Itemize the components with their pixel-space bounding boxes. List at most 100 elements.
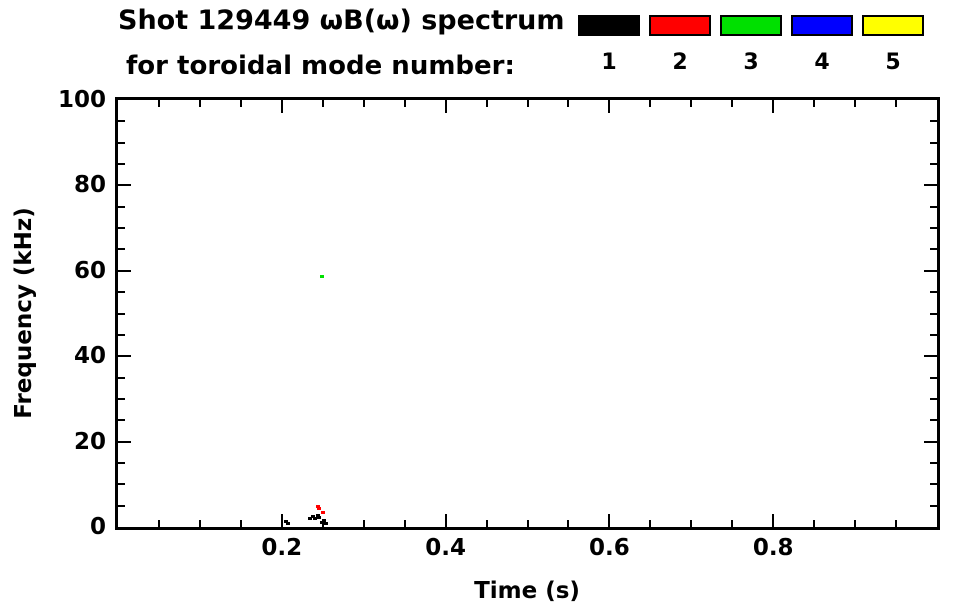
x-tick-mark — [321, 100, 324, 107]
legend-item-mode-2: 2 — [649, 15, 711, 75]
x-tick-mark — [362, 520, 365, 527]
plot-area — [115, 97, 940, 530]
y-tick-mark — [118, 163, 125, 166]
x-tick-mark — [280, 100, 283, 113]
x-tick-mark — [772, 100, 775, 113]
x-tick-label: 0.8 — [752, 535, 794, 561]
x-tick-mark — [854, 100, 857, 107]
data-point-mode-1 — [313, 516, 318, 520]
y-tick-mark — [118, 248, 125, 251]
y-tick-mark — [118, 120, 125, 123]
legend-label-mode-2: 2 — [672, 50, 688, 75]
x-tick-mark — [157, 100, 160, 107]
data-point-mode-3 — [319, 275, 324, 279]
y-tick-label: 60 — [73, 257, 106, 284]
y-tick-mark — [924, 269, 937, 272]
data-point-mode-1 — [324, 521, 329, 525]
y-axis-title: Frequency (kHz) — [11, 207, 37, 419]
x-tick-labels: 0.2 0.4 0.6 0.8 — [118, 535, 937, 569]
legend-item-mode-3: 3 — [720, 15, 782, 75]
x-tick-mark — [485, 100, 488, 107]
y-tick-mark — [118, 504, 125, 507]
data-point-mode-1 — [315, 514, 320, 518]
y-tick-mark — [118, 141, 125, 144]
data-point-mode-1 — [322, 518, 327, 522]
y-tick-label: 40 — [73, 343, 106, 370]
data-point-mode-2 — [320, 511, 325, 515]
x-tick-label: 0.2 — [261, 535, 303, 561]
data-point-mode-1 — [310, 514, 315, 518]
x-tick-mark — [772, 514, 775, 527]
y-tick-mark — [930, 205, 937, 208]
y-tick-mark — [930, 248, 937, 251]
plot-title-line1: Shot 129449 ωB(ω) spectrum — [118, 5, 565, 36]
legend-item-mode-5: 5 — [862, 15, 924, 75]
x-tick-label: 0.4 — [425, 535, 466, 561]
y-tick-mark — [118, 397, 125, 400]
y-tick-mark — [118, 355, 131, 358]
y-tick-mark — [924, 355, 937, 358]
y-tick-mark — [930, 312, 937, 315]
legend-swatch-mode-1 — [578, 15, 640, 36]
y-tick-label: 100 — [57, 87, 106, 113]
y-tick-mark — [930, 163, 937, 166]
data-point-mode-2 — [317, 507, 322, 511]
x-tick-mark — [403, 520, 406, 527]
y-tick-mark — [930, 419, 937, 422]
x-tick-mark — [444, 514, 447, 527]
y-tick-mark — [118, 440, 131, 443]
data-point-mode-1 — [286, 521, 291, 525]
x-tick-mark — [731, 100, 734, 107]
data-point-mode-1 — [308, 516, 313, 520]
x-tick-mark — [567, 520, 570, 527]
data-point-mode-1 — [319, 520, 324, 524]
y-tick-mark — [924, 440, 937, 443]
mode-legend: 1 2 3 4 5 — [578, 15, 924, 75]
x-tick-mark — [813, 100, 816, 107]
y-tick-mark — [930, 291, 937, 294]
x-tick-mark — [649, 100, 652, 107]
data-point-mode-1 — [317, 516, 322, 520]
x-tick-mark — [198, 100, 201, 107]
y-tick-label: 80 — [73, 172, 106, 199]
x-tick-mark — [526, 520, 529, 527]
y-tick-mark — [930, 397, 937, 400]
y-tick-mark — [118, 333, 125, 336]
x-tick-mark — [526, 100, 529, 107]
x-tick-mark — [444, 100, 447, 113]
y-tick-mark — [118, 376, 125, 379]
legend-swatch-mode-4 — [791, 15, 853, 36]
x-tick-mark — [608, 100, 611, 113]
data-point-mode-1 — [283, 519, 288, 523]
y-tick-mark — [930, 120, 937, 123]
x-tick-mark — [649, 520, 652, 527]
legend-item-mode-4: 4 — [791, 15, 853, 75]
x-tick-mark — [895, 100, 898, 107]
y-tick-mark — [118, 312, 125, 315]
legend-swatch-mode-2 — [649, 15, 711, 36]
legend-item-mode-1: 1 — [578, 15, 640, 75]
y-tick-mark — [118, 184, 131, 187]
x-tick-mark — [280, 514, 283, 527]
y-tick-label: 0 — [89, 514, 106, 540]
plot-title-line2: for toroidal mode number: — [126, 51, 515, 81]
legend-swatch-mode-5 — [862, 15, 924, 36]
y-tick-mark — [930, 333, 937, 336]
x-tick-mark — [239, 520, 242, 527]
y-tick-mark — [118, 291, 125, 294]
y-tick-labels: 0 20 40 60 80 100 — [0, 87, 106, 540]
legend-label-mode-3: 3 — [743, 50, 759, 75]
x-tick-mark — [239, 100, 242, 107]
y-tick-mark — [930, 461, 937, 464]
y-tick-mark — [118, 483, 125, 486]
x-tick-mark — [567, 100, 570, 107]
x-tick-mark — [895, 520, 898, 527]
x-tick-mark — [198, 520, 201, 527]
y-tick-mark — [930, 227, 937, 230]
y-tick-label: 20 — [73, 428, 106, 455]
y-tick-mark — [118, 227, 125, 230]
y-tick-mark — [924, 184, 937, 187]
data-point-mode-2 — [315, 504, 320, 508]
y-tick-mark — [118, 461, 125, 464]
